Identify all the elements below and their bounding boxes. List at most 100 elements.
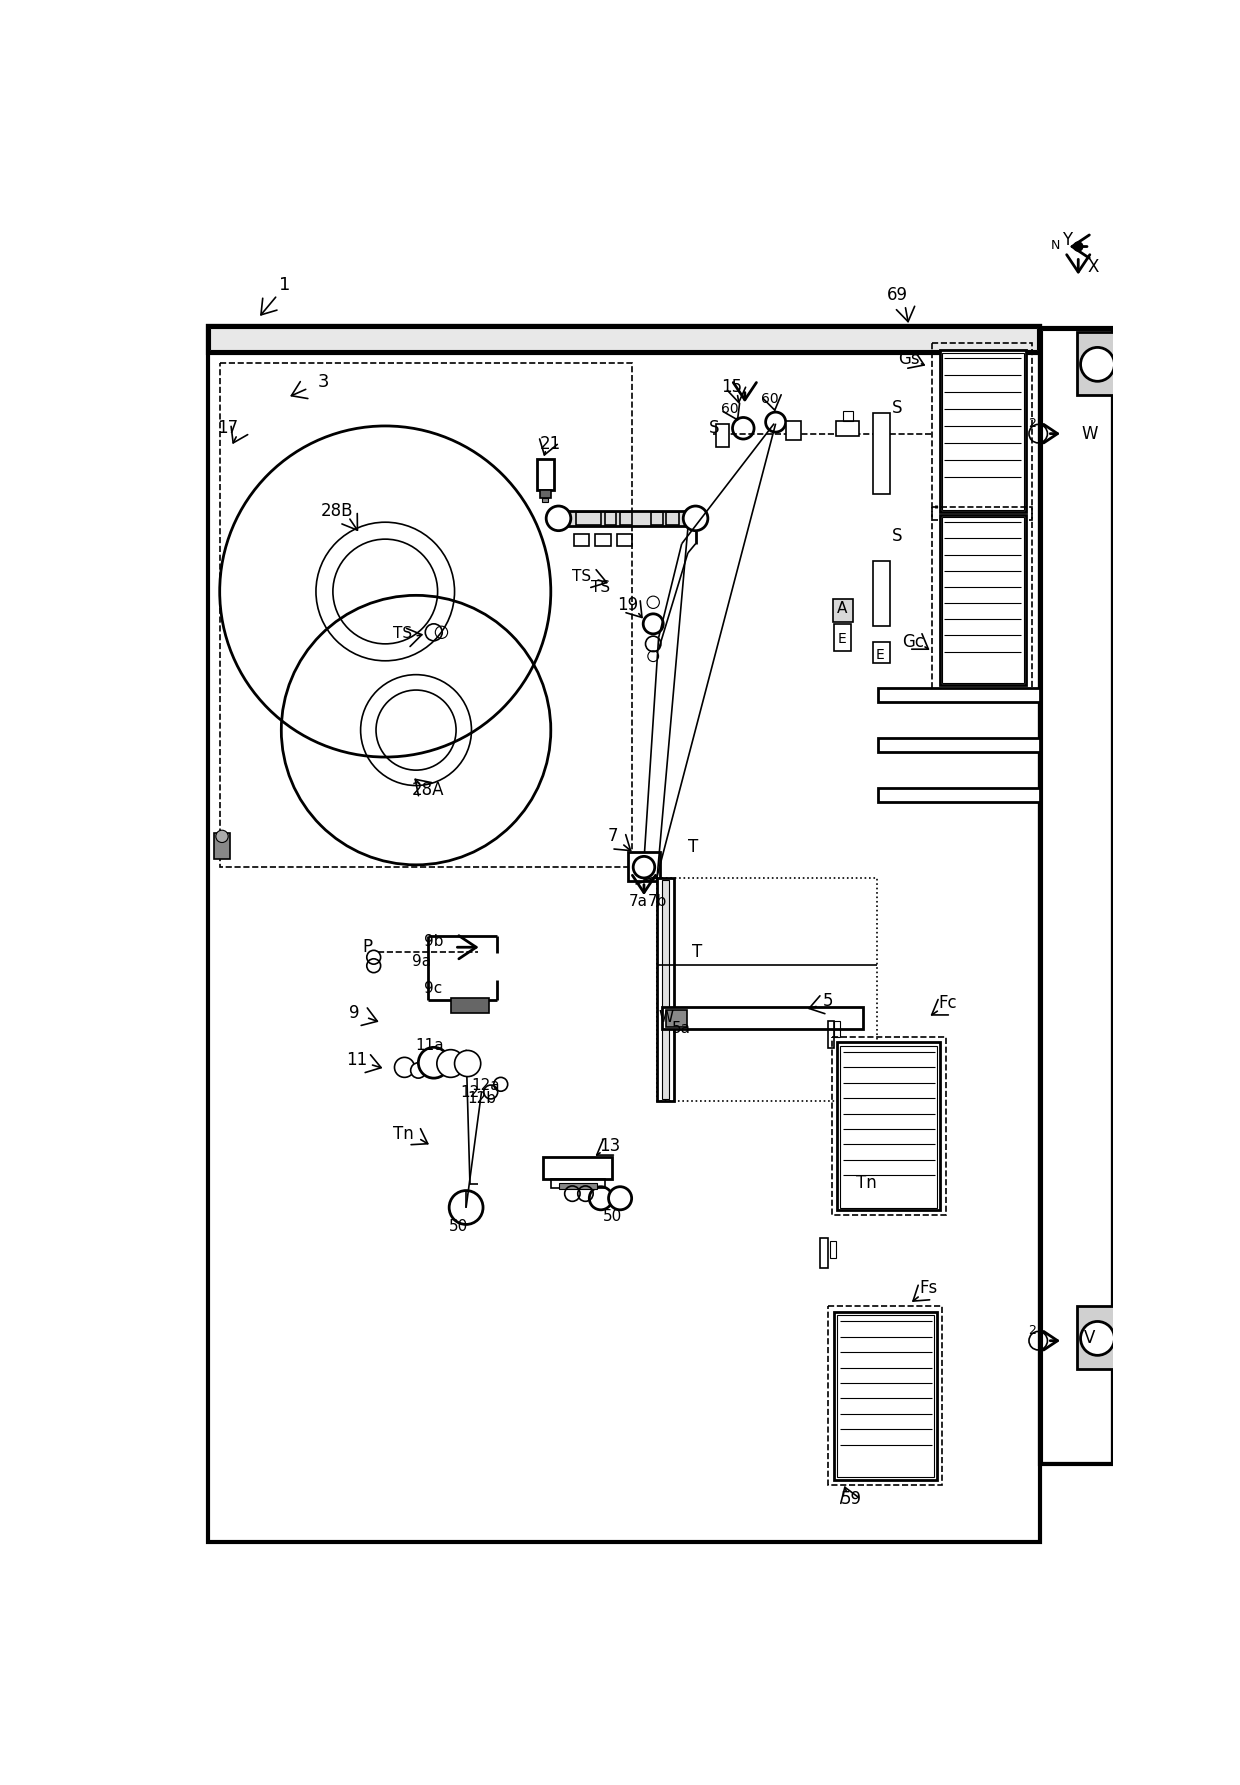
Text: Tn: Tn — [393, 1125, 413, 1144]
Text: E: E — [837, 632, 846, 646]
Circle shape — [418, 1048, 449, 1078]
Text: S: S — [892, 400, 903, 418]
Bar — [577, 512, 601, 525]
Bar — [835, 623, 851, 652]
Bar — [551, 1180, 605, 1189]
Bar — [828, 1307, 942, 1485]
Text: T: T — [688, 839, 698, 857]
Bar — [828, 1021, 835, 1048]
Text: 15: 15 — [722, 378, 743, 396]
Bar — [942, 353, 1023, 511]
Bar — [942, 518, 1023, 684]
Bar — [595, 534, 611, 546]
Bar — [837, 1316, 934, 1476]
Bar — [841, 1046, 937, 1207]
Bar — [537, 459, 554, 489]
Text: T: T — [692, 942, 702, 960]
Text: 59: 59 — [841, 1489, 862, 1508]
Text: W: W — [1081, 425, 1099, 443]
Text: 9a: 9a — [412, 953, 432, 969]
Circle shape — [1080, 1321, 1115, 1355]
Text: 17: 17 — [217, 419, 238, 437]
Bar — [219, 362, 631, 868]
Bar — [208, 327, 1040, 1542]
Bar — [662, 880, 668, 1100]
Circle shape — [410, 1062, 427, 1078]
Circle shape — [683, 505, 708, 530]
Text: Fs: Fs — [919, 1280, 937, 1298]
Text: N: N — [1050, 239, 1060, 252]
Bar — [620, 512, 631, 525]
Text: 50: 50 — [603, 1208, 622, 1225]
Text: S: S — [892, 527, 903, 544]
Text: 9c: 9c — [424, 982, 443, 996]
Text: W: W — [658, 1010, 673, 1025]
Bar — [878, 737, 1040, 751]
Bar — [835, 1312, 937, 1480]
Text: 9b: 9b — [424, 934, 444, 950]
Bar — [541, 489, 551, 498]
Text: P: P — [362, 939, 372, 957]
Text: 60: 60 — [720, 402, 738, 416]
Text: 12: 12 — [460, 1085, 480, 1100]
Text: 13: 13 — [599, 1137, 621, 1155]
Text: S: S — [709, 419, 719, 437]
Bar — [835, 1021, 841, 1037]
Bar — [651, 512, 663, 525]
Bar — [932, 507, 1032, 691]
Circle shape — [589, 1187, 613, 1210]
Bar — [1042, 330, 1111, 1462]
Bar — [878, 687, 1040, 702]
Bar — [558, 1183, 596, 1189]
Circle shape — [394, 1057, 414, 1078]
Bar — [873, 560, 889, 627]
Bar — [832, 1037, 946, 1216]
Bar — [662, 1007, 863, 1028]
Bar — [657, 878, 877, 1101]
Bar — [1076, 332, 1117, 394]
Text: 19: 19 — [618, 596, 639, 614]
Circle shape — [546, 505, 570, 530]
Bar — [666, 512, 678, 525]
Bar — [542, 498, 548, 502]
Circle shape — [609, 1187, 631, 1210]
Text: 21: 21 — [541, 436, 562, 453]
Text: X: X — [1087, 257, 1100, 275]
Bar — [786, 421, 801, 439]
Bar — [836, 421, 859, 436]
Text: 69: 69 — [887, 286, 908, 303]
Text: Tn: Tn — [856, 1175, 877, 1192]
Circle shape — [1074, 243, 1083, 250]
Text: 1: 1 — [279, 277, 291, 295]
Bar — [832, 600, 853, 623]
Text: TS: TS — [572, 569, 591, 584]
Bar — [932, 343, 1032, 519]
Bar — [215, 832, 229, 859]
Bar — [940, 350, 1025, 512]
Circle shape — [1080, 348, 1115, 382]
Bar — [208, 327, 1040, 353]
Text: 28A: 28A — [412, 782, 444, 800]
Text: 28B: 28B — [320, 502, 353, 519]
Text: 50: 50 — [449, 1219, 467, 1233]
Bar — [627, 851, 660, 882]
Bar — [873, 412, 889, 494]
Circle shape — [449, 1191, 484, 1225]
Text: 12a: 12a — [471, 1078, 500, 1094]
Bar — [843, 411, 853, 421]
Text: 11: 11 — [346, 1051, 367, 1069]
Bar — [715, 423, 729, 446]
Bar — [830, 1241, 836, 1258]
Bar — [1040, 328, 1114, 1464]
Bar — [940, 514, 1025, 685]
Bar — [1076, 1307, 1117, 1369]
Text: Y: Y — [1061, 230, 1071, 248]
Text: E: E — [875, 648, 884, 662]
Bar — [551, 511, 703, 527]
Text: 5: 5 — [823, 992, 833, 1010]
Text: 12b: 12b — [467, 1091, 496, 1105]
Bar — [821, 1239, 828, 1267]
Text: 7a: 7a — [629, 894, 647, 909]
Text: 7: 7 — [608, 828, 618, 846]
Bar — [618, 534, 632, 546]
